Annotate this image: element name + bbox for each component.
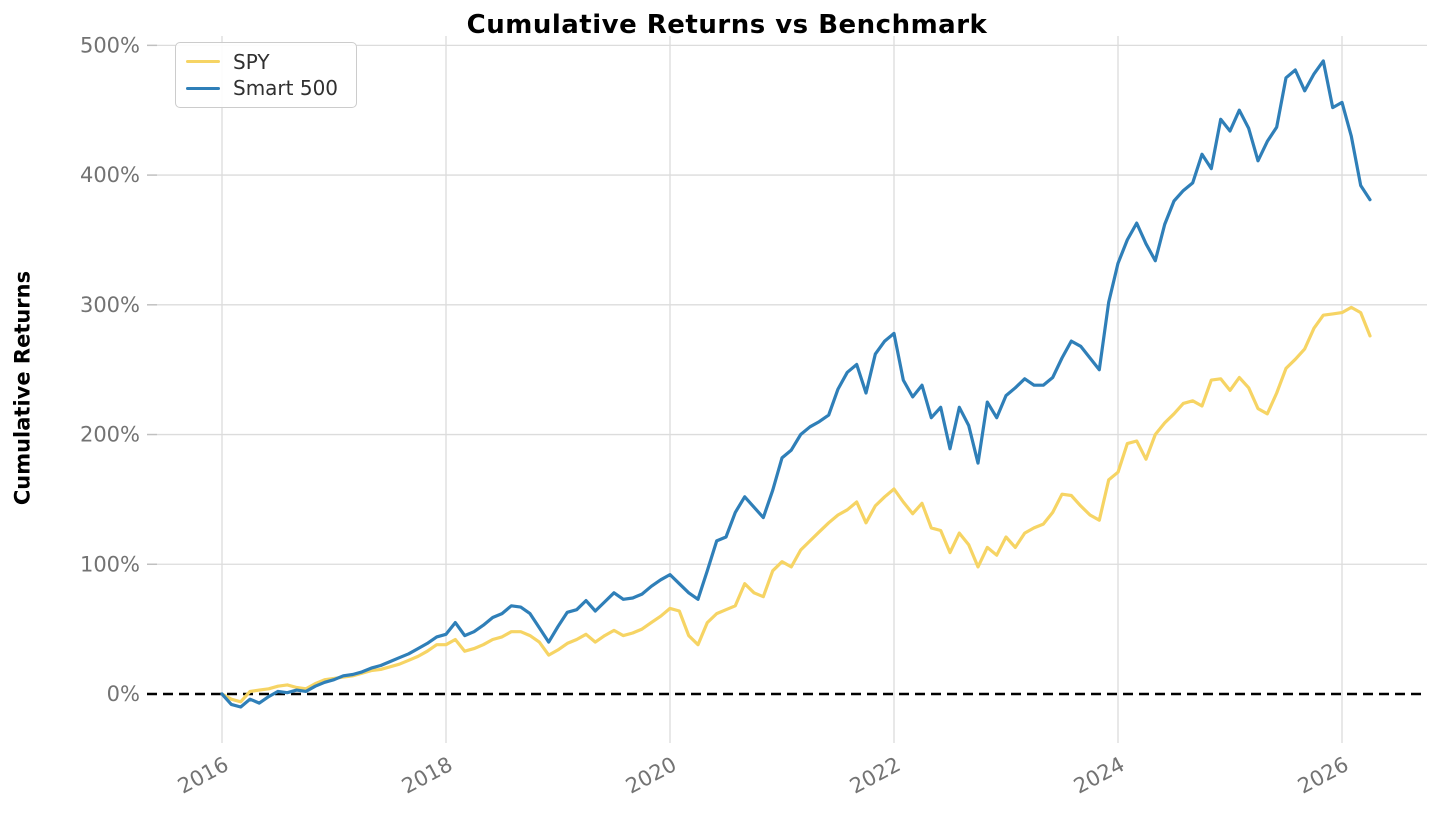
y-tick-label: 500% bbox=[80, 33, 140, 57]
spy-line-swatch bbox=[186, 59, 220, 64]
smart-500-line bbox=[220, 59, 1372, 709]
legend-label-smart-500: Smart 500 bbox=[233, 76, 339, 101]
y-tick-label: 300% bbox=[80, 293, 140, 317]
chart-title: Cumulative Returns vs Benchmark bbox=[466, 10, 988, 40]
smart-500-line-swatch bbox=[186, 86, 220, 91]
legend-label-spy: SPY bbox=[233, 49, 270, 74]
spy-line bbox=[220, 305, 1372, 704]
legend: SPY Smart 500 bbox=[175, 42, 357, 108]
y-tick-label: 100% bbox=[80, 552, 140, 576]
x-tick-label: 2020 bbox=[622, 752, 680, 798]
x-tick-label: 2026 bbox=[1294, 752, 1352, 798]
y-axis-label: Cumulative Returns bbox=[10, 270, 35, 506]
x-tick-label: 2016 bbox=[174, 752, 232, 798]
y-tick-label: 200% bbox=[80, 423, 140, 447]
y-tick-label: 400% bbox=[80, 163, 140, 187]
legend-item-spy: SPY bbox=[186, 52, 346, 72]
legend-item-smart-500: Smart 500 bbox=[186, 78, 346, 98]
x-tick-label: 2018 bbox=[398, 752, 456, 798]
x-tick-label: 2024 bbox=[1070, 752, 1128, 798]
x-tick-label: 2022 bbox=[846, 752, 904, 798]
y-tick-label: 0% bbox=[107, 682, 140, 706]
